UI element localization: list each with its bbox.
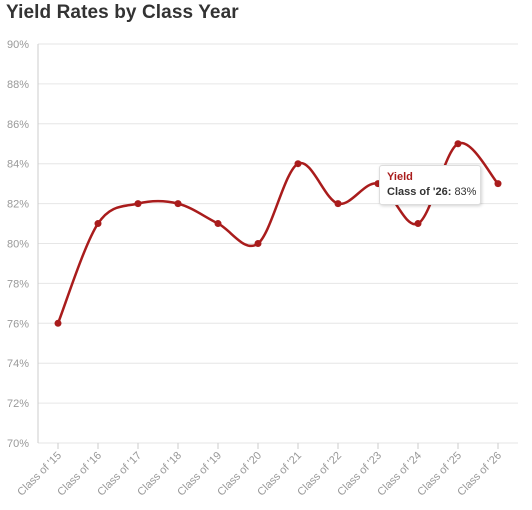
tooltip-series-name: Yield xyxy=(387,171,413,183)
tooltip-category: Class of '26: xyxy=(387,186,452,198)
data-point xyxy=(54,319,62,327)
data-point xyxy=(454,140,462,148)
y-tick-label: 88% xyxy=(7,79,29,91)
data-point xyxy=(94,220,102,228)
data-point xyxy=(254,240,262,247)
data-point xyxy=(174,200,182,208)
axes xyxy=(37,44,499,449)
data-point xyxy=(414,220,422,228)
chart-title: Yield Rates by Class Year xyxy=(6,2,239,23)
data-point xyxy=(334,200,342,208)
y-tick-label: 86% xyxy=(7,119,29,131)
data-point xyxy=(294,160,302,168)
y-tick-label: 90% xyxy=(7,39,29,51)
y-tick-label: 80% xyxy=(7,239,29,251)
y-tick-label: 70% xyxy=(7,438,29,450)
data-point xyxy=(494,180,502,188)
grid-lines xyxy=(38,43,518,444)
y-tick-label: 78% xyxy=(7,278,29,290)
data-tooltip: Yield Class of '26: 83% xyxy=(379,165,481,205)
tooltip-value: 83% xyxy=(454,186,477,198)
y-tick-label: 84% xyxy=(7,159,29,171)
data-point xyxy=(134,200,142,208)
y-tick-label: 72% xyxy=(7,398,29,410)
data-point xyxy=(214,220,222,228)
y-tick-label: 76% xyxy=(7,318,29,330)
y-tick-label: 74% xyxy=(7,358,29,370)
y-tick-labels: 70% 72% 74% 76% 78% 80% 82% 84% 86% 88% 90% xyxy=(7,39,29,450)
y-tick-label: 82% xyxy=(7,199,29,211)
series-line-yield xyxy=(56,141,499,324)
